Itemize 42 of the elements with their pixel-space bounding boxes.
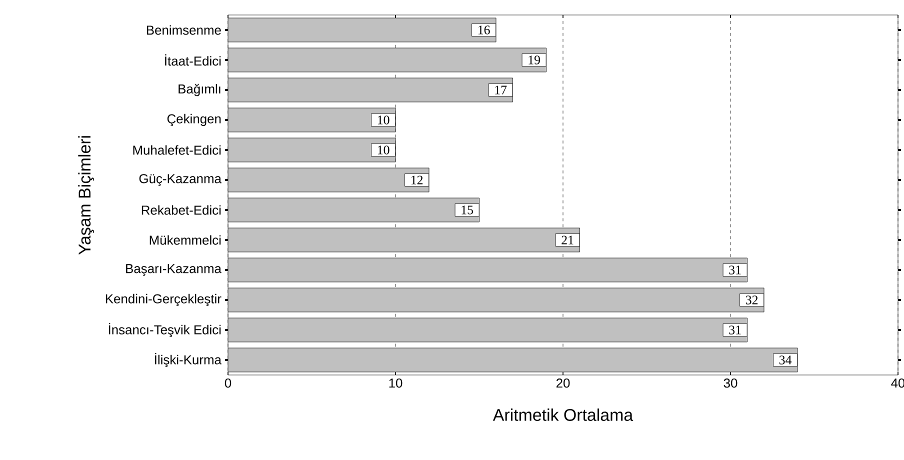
y-tick-label: İnsancı-Teşvik Edici [108,322,221,337]
bar [228,18,496,42]
data-label: 10 [378,116,390,124]
x-tick-label: 0 [224,378,232,388]
bar [228,138,396,162]
y-tick-label: Kendini-Gerçekleştir [106,294,222,306]
bar [228,348,798,372]
data-label: 15 [462,206,474,214]
data-label: 21 [562,236,574,244]
data-label: 31 [729,326,741,334]
bar [228,318,748,342]
bar [228,78,513,102]
x-tick-label: 30 [724,378,738,388]
y-tick-label: Bağımlı [178,84,220,96]
bar [228,198,480,222]
bar [228,258,748,282]
y-axis-title: Yaşam Biçimleri [78,136,94,255]
data-label: 34 [779,356,792,364]
y-tick-label: Başarı-Kazanma [126,264,222,276]
x-axis-title: Aritmetik Ortalama [492,408,634,421]
y-tick-label: Mükemmelci [150,235,221,245]
bar [228,108,396,132]
y-tick-label: Çekingen [167,114,221,126]
y-tick-label: İtaat-Edici [165,54,221,66]
bar [228,48,546,72]
data-label: 19 [528,56,540,64]
bar [228,228,580,252]
data-label: 32 [746,296,758,304]
x-tick-label: 10 [389,378,402,388]
y-tick-label: Muhalefet-Edici [133,145,221,155]
bar [228,168,430,192]
data-label: 16 [478,26,490,34]
x-tick-label: 20 [556,378,570,388]
data-label: 31 [729,266,741,274]
y-tick-label: Benimsenme [146,25,221,35]
data-label: 12 [411,176,423,184]
y-tick-label: İlişki-Kurma [155,352,222,367]
y-tick-label: Güç-Kazanma [139,174,222,186]
data-label: 17 [495,86,507,94]
y-tick-label: Rekabet-Edici [142,205,221,215]
data-label: 10 [378,146,390,154]
bar [228,288,764,312]
